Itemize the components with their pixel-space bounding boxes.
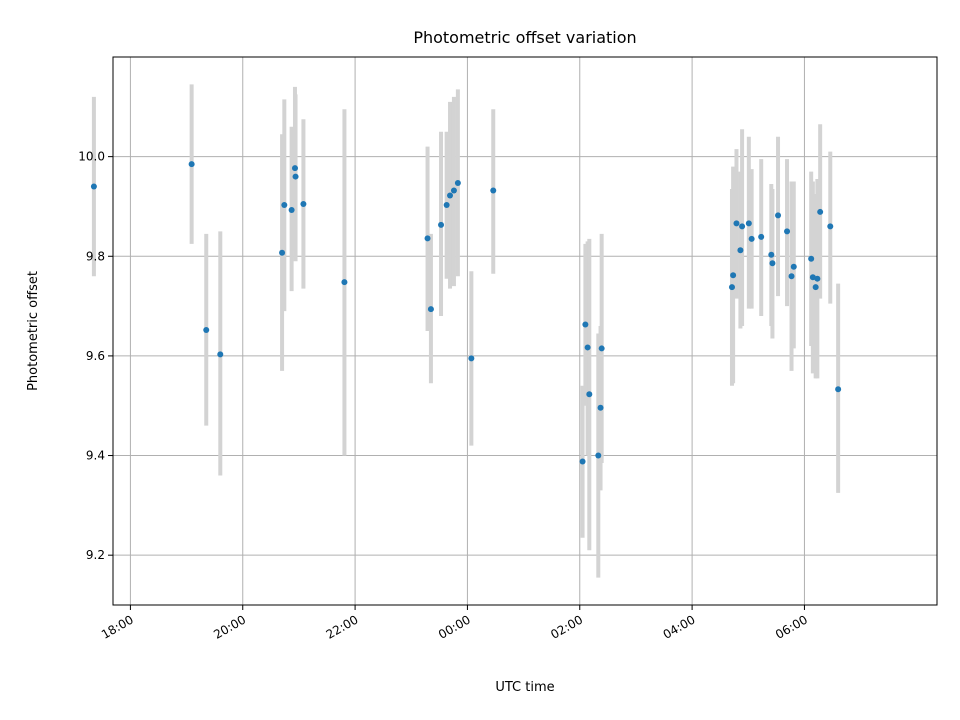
data-point — [584, 344, 591, 351]
data-point — [300, 200, 307, 207]
data-points — [90, 161, 842, 465]
grid — [113, 57, 937, 605]
data-point — [443, 201, 450, 208]
x-axis-label: UTC time — [495, 680, 554, 695]
data-point — [808, 255, 815, 262]
data-point — [450, 187, 457, 194]
data-point — [292, 173, 299, 180]
data-point — [490, 187, 497, 194]
y-axis-ticks: 9.2 9.4 9.6 9.8 10.0 — [78, 150, 113, 562]
data-point — [814, 275, 821, 282]
data-point — [217, 351, 224, 358]
data-point — [748, 235, 755, 242]
data-point — [90, 183, 97, 190]
data-point — [745, 220, 752, 227]
data-point — [203, 327, 210, 334]
chart-title: Photometric offset variation — [413, 28, 636, 47]
y-tick-label: 9.2 — [86, 548, 105, 562]
data-point — [454, 180, 461, 187]
data-point — [427, 306, 434, 313]
data-point — [769, 260, 776, 267]
data-point — [597, 404, 604, 411]
data-point — [447, 192, 454, 199]
data-point — [424, 235, 431, 242]
data-point — [788, 273, 795, 280]
plot-frame — [112, 56, 938, 606]
data-point — [737, 247, 744, 254]
data-point — [784, 228, 791, 235]
data-point — [817, 208, 824, 215]
data-point — [775, 212, 782, 219]
data-point — [341, 279, 348, 286]
data-point — [728, 284, 735, 291]
data-point — [598, 345, 605, 352]
data-point — [835, 386, 842, 393]
y-axis-label: Photometric offset — [26, 271, 41, 391]
data-point — [586, 391, 593, 398]
data-point — [595, 452, 602, 459]
data-point — [281, 201, 288, 208]
data-point — [291, 165, 298, 172]
data-point — [739, 223, 746, 230]
data-point — [579, 458, 586, 465]
data-point — [768, 251, 775, 258]
data-point — [188, 161, 195, 168]
y-tick-label: 10.0 — [78, 150, 105, 164]
data-point — [279, 249, 286, 256]
data-point — [730, 272, 737, 279]
y-tick-label: 9.8 — [86, 249, 105, 263]
data-point — [733, 220, 740, 227]
data-point — [827, 223, 834, 230]
data-point — [438, 221, 445, 228]
data-point — [288, 206, 295, 213]
y-tick-label: 9.4 — [86, 449, 105, 463]
data-point — [468, 355, 475, 362]
data-point — [812, 284, 819, 291]
data-point — [582, 321, 589, 328]
y-tick-label: 9.6 — [86, 349, 105, 363]
data-point — [758, 233, 765, 240]
data-point — [790, 263, 797, 270]
